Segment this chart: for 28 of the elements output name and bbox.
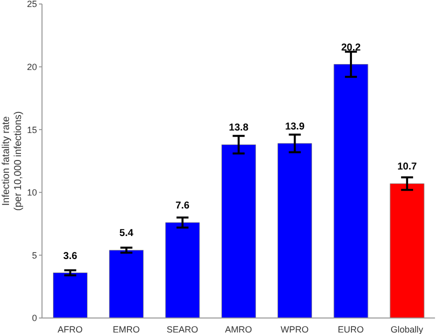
bar bbox=[221, 144, 256, 318]
y-axis-title: Infection fatality rate (per 10,000 infections) bbox=[1, 111, 24, 211]
x-tick-label: EURO bbox=[338, 324, 364, 334]
y-tick-label: 0 bbox=[32, 313, 37, 324]
x-tick-label: Globally bbox=[390, 324, 424, 334]
x-tick-label: EMRO bbox=[112, 324, 140, 334]
data-label: 10.7 bbox=[397, 162, 418, 173]
bar bbox=[334, 64, 368, 318]
y-tick-label: 5 bbox=[32, 250, 37, 260]
data-label: 3.6 bbox=[63, 250, 78, 262]
data-label: 13.8 bbox=[228, 122, 249, 134]
x-tick-label: WPRO bbox=[280, 324, 309, 334]
bar bbox=[52, 272, 88, 318]
bar bbox=[109, 250, 144, 318]
y-tick-label: 20 bbox=[26, 62, 37, 72]
data-label: 13.9 bbox=[285, 121, 305, 132]
bar bbox=[278, 143, 312, 318]
data-label: 7.6 bbox=[176, 200, 190, 212]
y-tick-label: 10 bbox=[26, 188, 37, 198]
data-label: 20.2 bbox=[341, 42, 362, 54]
y-tick-label: 25 bbox=[26, 0, 37, 10]
y-tick-label: 15 bbox=[26, 124, 37, 135]
x-tick-label: AMRO bbox=[225, 324, 252, 334]
bar bbox=[390, 183, 424, 318]
x-tick-label: AFRO bbox=[58, 324, 83, 334]
data-label: 5.4 bbox=[119, 228, 134, 240]
bar bbox=[165, 222, 200, 318]
x-tick-label: SEARO bbox=[166, 324, 198, 334]
